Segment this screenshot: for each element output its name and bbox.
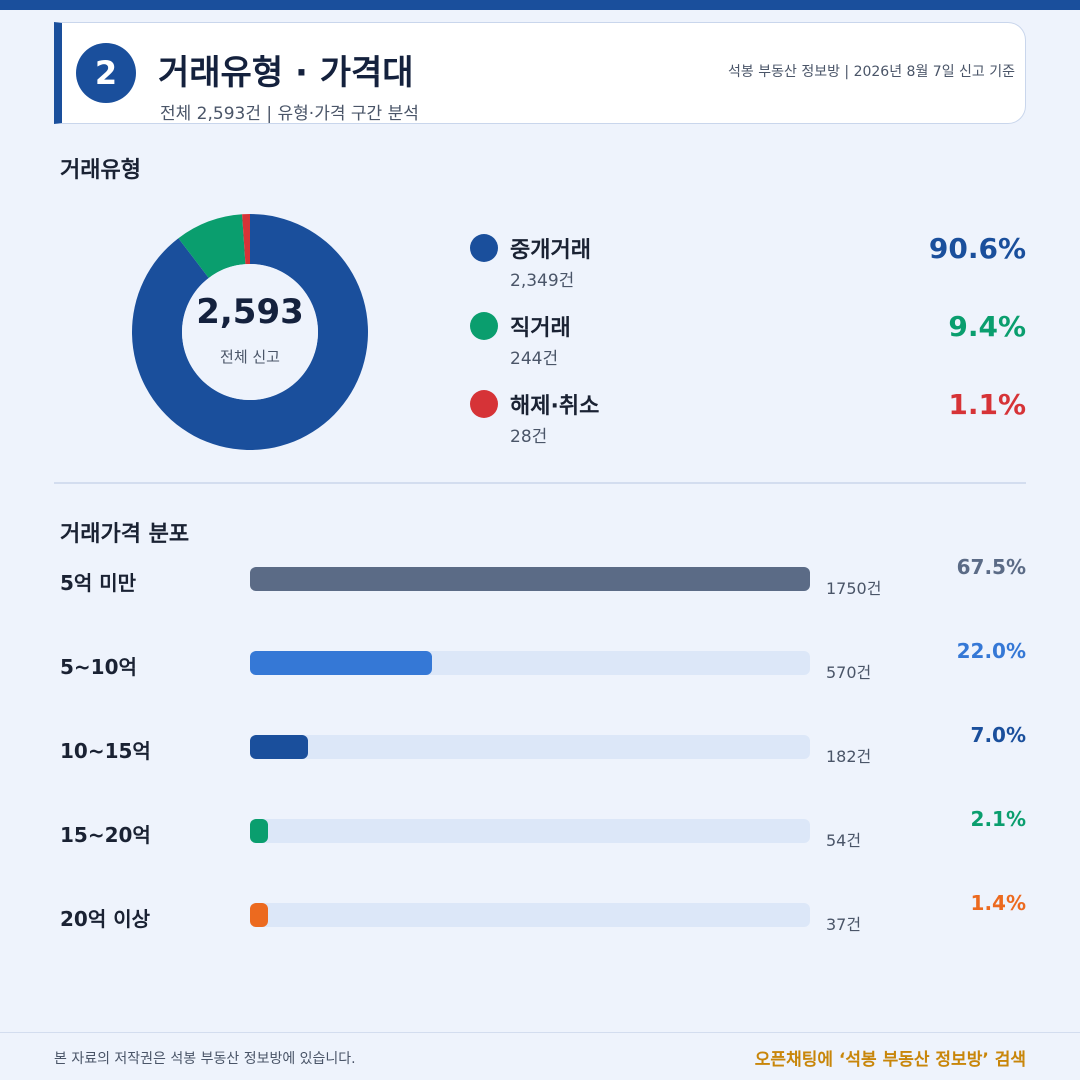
- donut-hole: [182, 264, 318, 400]
- legend-item-direct: 직거래 244건 9.4%: [470, 310, 1026, 380]
- section-divider: [54, 482, 1026, 484]
- bar-track: [250, 735, 810, 759]
- bar-row: 15~20억 54건 2.1%: [0, 797, 1080, 857]
- donut-slice-direct: [178, 214, 246, 278]
- bar-track: [250, 903, 810, 927]
- bar-category-label: 15~20억: [60, 823, 151, 847]
- legend-count: 28건: [510, 427, 548, 447]
- footer-divider: [0, 1032, 1080, 1033]
- page-title: 거래유형 · 가격대: [158, 53, 414, 93]
- section-title-price: 거래가격 분포: [60, 522, 190, 547]
- legend-count: 2,349건: [510, 271, 575, 291]
- bar-row: 5~10억 570건 22.0%: [0, 629, 1080, 689]
- bar-row: 10~15억 182건 7.0%: [0, 713, 1080, 773]
- bar-percent-label: 2.1%: [970, 807, 1026, 831]
- legend-count: 244건: [510, 349, 559, 369]
- bar-count-label: 1750건: [826, 579, 882, 598]
- bar-count-label: 37건: [826, 915, 862, 934]
- donut-center-label: 전체 신고: [220, 348, 280, 366]
- donut-center-total: 2,593: [196, 292, 304, 332]
- section-number-badge: 2: [76, 43, 136, 103]
- legend-dot-cancelled: [470, 390, 498, 418]
- legend-name: 중개거래: [510, 238, 591, 263]
- bar-percent-label: 1.4%: [970, 891, 1026, 915]
- legend-dot-direct: [470, 312, 498, 340]
- bar-category-label: 10~15억: [60, 739, 151, 763]
- legend-item-brokered: 중개거래 2,349건 90.6%: [470, 232, 1026, 302]
- bar-percent-label: 67.5%: [956, 555, 1026, 579]
- bar-count-label: 570건: [826, 663, 872, 682]
- bar-category-label: 5억 미만: [60, 571, 137, 595]
- legend-dot-brokered: [470, 234, 498, 262]
- section-title-type: 거래유형: [60, 158, 141, 183]
- bar-count-label: 182건: [826, 747, 872, 766]
- legend-percent: 1.1%: [948, 388, 1026, 421]
- bar-category-label: 5~10억: [60, 655, 137, 679]
- legend-percent: 90.6%: [928, 232, 1026, 265]
- donut-slice-cancelled: [242, 214, 250, 265]
- bar-fill: [250, 651, 433, 675]
- bar-track: [250, 819, 810, 843]
- bar-fill: [250, 567, 810, 591]
- bar-row: 5억 미만 1750건 67.5%: [0, 545, 1080, 605]
- legend-item-cancelled: 해제·취소 28건 1.1%: [470, 388, 1026, 458]
- page-subtitle: 전체 2,593건 | 유형·가격 구간 분석: [160, 104, 419, 124]
- bar-track: [250, 651, 810, 675]
- donut-slice-brokered: [132, 214, 368, 450]
- bar-row: 20억 이상 37건 1.4%: [0, 881, 1080, 941]
- bar-count-label: 54건: [826, 831, 862, 850]
- footer-copyright: 본 자료의 저작권은 석봉 부동산 정보방에 있습니다.: [54, 1051, 356, 1067]
- bar-fill: [250, 819, 268, 843]
- bar-category-label: 20억 이상: [60, 907, 150, 931]
- bar-percent-label: 22.0%: [956, 639, 1026, 663]
- source-caption: 석봉 부동산 정보방 | 2026년 8월 7일 신고 기준: [728, 64, 1015, 80]
- top-accent-bar: [0, 0, 1080, 10]
- bar-track: [250, 567, 810, 591]
- bar-fill: [250, 903, 268, 927]
- legend-name: 해제·취소: [510, 394, 600, 419]
- legend-percent: 9.4%: [948, 310, 1026, 343]
- bar-percent-label: 7.0%: [970, 723, 1026, 747]
- footer-cta: 오픈채팅에 ‘석봉 부동산 정보방’ 검색: [754, 1050, 1026, 1070]
- header-card: 2 거래유형 · 가격대 전체 2,593건 | 유형·가격 구간 분석 석봉 …: [54, 22, 1026, 124]
- bar-fill: [250, 735, 309, 759]
- legend-name: 직거래: [510, 316, 571, 341]
- donut-chart: [132, 214, 368, 450]
